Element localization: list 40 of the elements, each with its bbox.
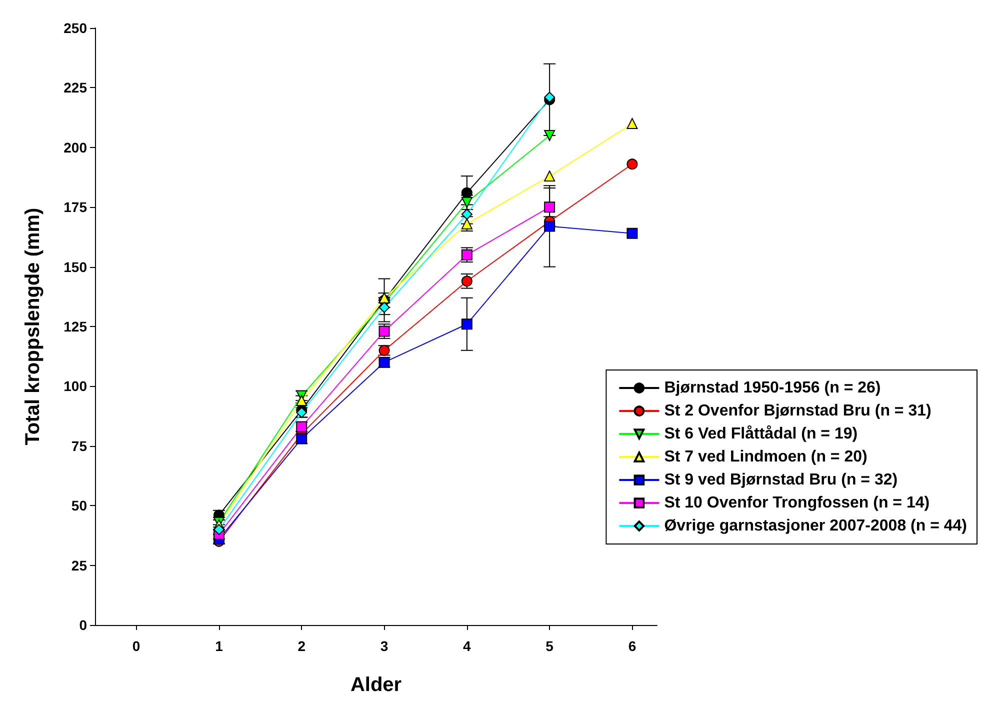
y-tick-label: 50 xyxy=(71,498,88,514)
point xyxy=(626,158,638,170)
point xyxy=(544,130,556,141)
point xyxy=(461,249,472,260)
legend-label: St 7 ved Lindmoen (n = 20) xyxy=(664,448,868,466)
y-axis-title: Total kroppslengde (mm) xyxy=(22,208,44,446)
legend-label: St 9 ved Bjørnstad Bru (n = 32) xyxy=(664,472,898,488)
point xyxy=(461,318,472,330)
legend-label: St 2 Ovenfor Bjørnstad Bru (n = 31) xyxy=(664,402,932,420)
y-tick-label: 250 xyxy=(64,20,88,36)
legend-label: St 6 Ved Flåttådal (n = 19) xyxy=(664,424,858,442)
x-tick-label: 3 xyxy=(380,638,388,654)
legend-label: Øvrige garnstasjoner 2007-2008 (n = 44) xyxy=(664,518,967,534)
x-axis-title: Alder xyxy=(350,674,402,696)
point xyxy=(544,202,556,213)
x-tick-label: 1 xyxy=(215,638,224,654)
x-tick-label: 6 xyxy=(628,638,636,654)
y-tick-label: 100 xyxy=(64,378,88,394)
y-tick-label: 150 xyxy=(64,258,88,275)
x-tick-label: 2 xyxy=(298,638,306,654)
point xyxy=(544,92,556,103)
point xyxy=(626,228,638,239)
y-tick-label: 125 xyxy=(64,318,88,334)
point xyxy=(461,208,472,220)
point xyxy=(461,187,472,198)
x-tick-label: 0 xyxy=(132,638,140,654)
legend-label: Bjørnstad 1950-1956 (n = 26) xyxy=(664,380,881,396)
x-tick-label: 5 xyxy=(546,638,554,654)
y-tick-label: 200 xyxy=(64,139,88,156)
x-tick-label: 4 xyxy=(463,638,472,654)
point xyxy=(461,276,472,287)
y-tick-label: 225 xyxy=(64,80,88,96)
y-tick-label: 0 xyxy=(79,617,88,633)
y-tick-label: 25 xyxy=(71,557,88,574)
point xyxy=(626,118,638,130)
legend-label: St 10 Ovenfor Trongfossen (n = 14) xyxy=(664,494,930,512)
y-tick-label: 175 xyxy=(64,199,88,216)
point xyxy=(296,433,308,444)
point xyxy=(544,170,556,182)
y-tick-label: 75 xyxy=(71,438,88,454)
